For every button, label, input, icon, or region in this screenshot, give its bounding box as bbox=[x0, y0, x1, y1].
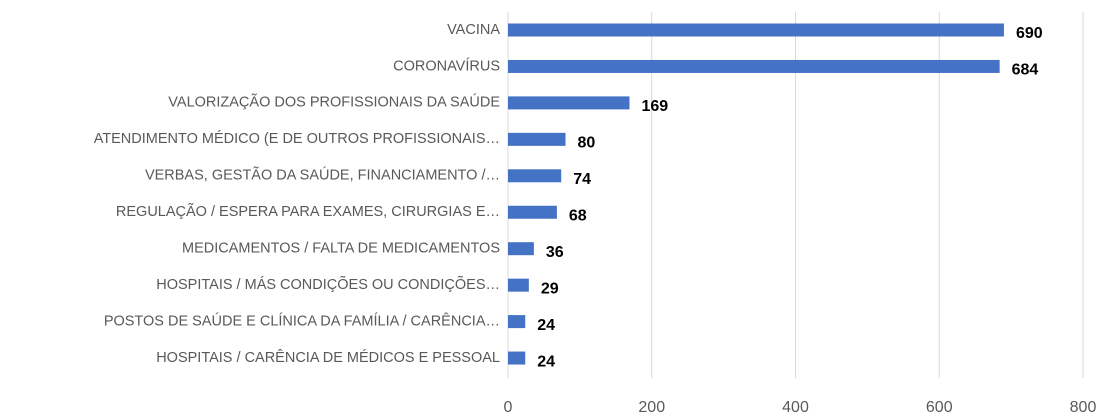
data-label: 29 bbox=[541, 280, 559, 297]
data-label: 36 bbox=[546, 244, 564, 261]
bar bbox=[508, 23, 1004, 37]
data-label: 169 bbox=[641, 98, 668, 115]
x-tick-label: 200 bbox=[638, 399, 665, 416]
bar bbox=[508, 205, 557, 219]
y-tick-label: MEDICAMENTOS / FALTA DE MEDICAMENTOS bbox=[182, 241, 500, 257]
data-label: 24 bbox=[537, 353, 555, 370]
bar bbox=[508, 315, 526, 329]
data-label: 80 bbox=[578, 135, 596, 152]
data-label: 24 bbox=[537, 317, 555, 334]
y-tick-label: ATENDIMENTO MÉDICO (E DE OUTROS PROFISSI… bbox=[94, 130, 500, 147]
data-label: 684 bbox=[1012, 62, 1039, 79]
y-tick-label: VERBAS, GESTÃO DA SAÚDE, FINANCIAMENTO /… bbox=[145, 167, 500, 184]
y-tick-label: VALORIZAÇÃO DOS PROFISSIONAIS DA SAÚDE bbox=[168, 94, 500, 111]
x-tick-label: 800 bbox=[1070, 399, 1097, 416]
bar bbox=[508, 59, 1000, 73]
data-label: 690 bbox=[1016, 25, 1043, 42]
bar bbox=[508, 132, 566, 146]
y-tick-label: POSTOS DE SAÚDE E CLÍNICA DA FAMÍLIA / C… bbox=[104, 312, 500, 329]
y-tick-label: HOSPITAIS / CARÊNCIA DE MÉDICOS E PESSOA… bbox=[156, 349, 500, 366]
y-tick-label: CORONAVÍRUS bbox=[393, 57, 500, 74]
bar bbox=[508, 278, 529, 292]
bar bbox=[508, 96, 630, 110]
bar bbox=[508, 169, 562, 183]
y-tick-label: HOSPITAIS / MÁS CONDIÇÕES OU CONDIÇÕES… bbox=[156, 276, 500, 293]
y-tick-label: VACINA bbox=[447, 22, 500, 38]
data-label: 74 bbox=[573, 171, 591, 188]
data-label: 68 bbox=[569, 207, 587, 224]
x-tick-label: 400 bbox=[782, 399, 809, 416]
x-tick-label: 0 bbox=[504, 399, 513, 416]
bar bbox=[508, 351, 526, 365]
x-tick-label: 600 bbox=[926, 399, 953, 416]
y-tick-label: REGULAÇÃO / ESPERA PARA EXAMES, CIRURGIA… bbox=[116, 203, 500, 220]
bar bbox=[508, 242, 534, 256]
